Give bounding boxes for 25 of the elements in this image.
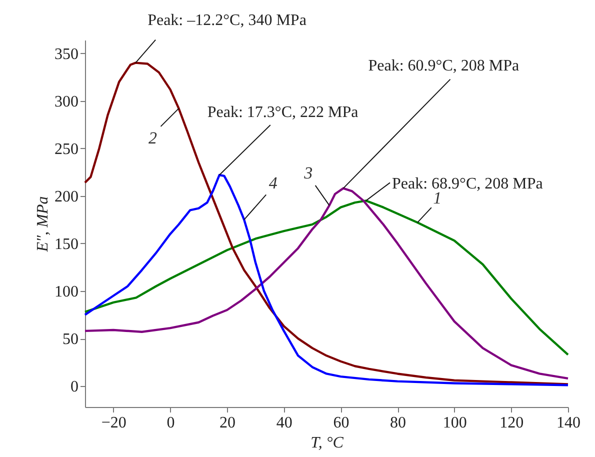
x-axis-title: T, °C bbox=[310, 434, 344, 452]
y-tick-label: 0 bbox=[70, 378, 78, 396]
series-label: 3 bbox=[303, 163, 313, 182]
y-tick-label: 300 bbox=[54, 93, 78, 110]
x-tick-label: 40 bbox=[276, 414, 292, 432]
x-tick-label: 80 bbox=[390, 414, 406, 432]
y-tick-label: 250 bbox=[54, 140, 78, 158]
y-tick-label: 200 bbox=[54, 188, 78, 206]
x-tick-label: 60 bbox=[333, 414, 350, 432]
series-label: 4 bbox=[268, 174, 278, 193]
annotation: Peak: 60.9°C, 208 MPa bbox=[368, 57, 520, 74]
x-tick-label: 20 bbox=[220, 414, 236, 432]
x-tick-label: 0 bbox=[166, 414, 175, 432]
y-axis-title: E″, MPa bbox=[34, 196, 52, 253]
annotation: Peak: –12.2°C, 340 MPa bbox=[148, 12, 306, 29]
x-tick-label: 140 bbox=[556, 414, 580, 432]
annotation: Peak: 17.3°C, 222 MPa bbox=[207, 104, 358, 122]
x-tick-label: 120 bbox=[500, 414, 524, 432]
x-tick-label: 100 bbox=[442, 414, 467, 432]
y-tick-label: 50 bbox=[62, 331, 78, 348]
y-tick-label: 150 bbox=[54, 236, 78, 253]
y-tick-label: 100 bbox=[54, 284, 78, 301]
y-tick-label: 350 bbox=[54, 46, 78, 63]
x-tick-label: −20 bbox=[101, 414, 126, 432]
series-label: 2 bbox=[148, 128, 158, 148]
